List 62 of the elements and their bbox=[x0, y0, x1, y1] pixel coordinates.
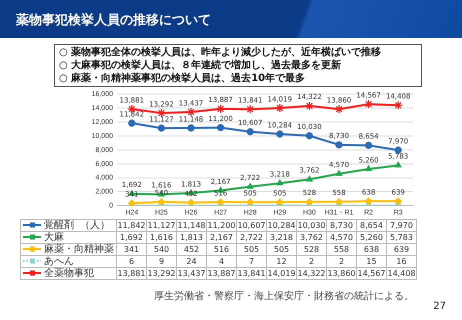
data-label: 11,148 bbox=[176, 220, 206, 232]
legend-label: あへん bbox=[44, 256, 74, 267]
legend-label: 大麻 bbox=[44, 232, 64, 243]
legend-label: 麻薬・向精神薬 bbox=[44, 244, 114, 255]
data-label: 14,408 bbox=[386, 268, 416, 280]
data-label: 7,970 bbox=[386, 220, 416, 232]
data-label: 1,813 bbox=[176, 232, 206, 244]
text: 厚生労働省・警察庁・海上保安庁・財務省の統計による。 bbox=[154, 290, 414, 303]
data-label: 528 bbox=[296, 244, 326, 256]
data-label: 13,860 bbox=[326, 268, 356, 280]
data-label: 24 bbox=[176, 256, 206, 268]
text: ○ 薬物事犯全体の検挙人員は、昨年より減少したが、近年横ばいで推移 bbox=[59, 46, 382, 59]
data-label: 3,218 bbox=[266, 232, 296, 244]
text: ○ 大麻事犯の検挙人員は、８年連続で増加し、過去最多を更新 bbox=[59, 59, 342, 72]
data-label: 11,127 bbox=[146, 220, 176, 232]
data-label: 13,881 bbox=[116, 268, 146, 280]
data-label: 4 bbox=[206, 256, 236, 268]
data-label: 7 bbox=[236, 256, 266, 268]
data-label: 9 bbox=[146, 256, 176, 268]
text: ○ 麻薬・向精神薬事犯の検挙人員は、過去10年で最多 bbox=[59, 72, 306, 85]
data-label: 13,887 bbox=[206, 268, 236, 280]
legend-label: 覚醒剤 bbox=[44, 220, 74, 231]
text: 27 bbox=[433, 301, 446, 312]
data-label: 13,292 bbox=[146, 268, 176, 280]
data-label: 2,167 bbox=[206, 232, 236, 244]
data-label: 1,692 bbox=[116, 232, 146, 244]
data-label: 5,783 bbox=[386, 232, 416, 244]
data-label: 639 bbox=[386, 244, 416, 256]
data-label: 540 bbox=[146, 244, 176, 256]
data-label: 10,607 bbox=[236, 220, 266, 232]
data-label: 15 bbox=[356, 256, 386, 268]
data-label: 14,567 bbox=[356, 268, 386, 280]
data-label: 13,437 bbox=[176, 268, 206, 280]
data-label: 2 bbox=[296, 256, 326, 268]
data-label: 3,762 bbox=[296, 232, 326, 244]
data-label: 12 bbox=[266, 256, 296, 268]
data-label: 638 bbox=[356, 244, 386, 256]
data-label: 16 bbox=[386, 256, 416, 268]
data-label: 505 bbox=[266, 244, 296, 256]
data-label: 558 bbox=[326, 244, 356, 256]
legend-label: 全薬物事犯 bbox=[44, 268, 94, 279]
data-label: 10,030 bbox=[296, 220, 326, 232]
data-label: 14,322 bbox=[296, 268, 326, 280]
data-label: 11,842 bbox=[116, 220, 146, 232]
data-label: 8,654 bbox=[356, 220, 386, 232]
data-label: 11,200 bbox=[206, 220, 236, 232]
data-label: 2 bbox=[326, 256, 356, 268]
data-label: 14,019 bbox=[266, 268, 296, 280]
data-label: 13,841 bbox=[236, 268, 266, 280]
data-label: 341 bbox=[116, 244, 146, 256]
data-label: 5,260 bbox=[356, 232, 386, 244]
data-label: 452 bbox=[176, 244, 206, 256]
data-label: 10,284 bbox=[266, 220, 296, 232]
data-label: 2,722 bbox=[236, 232, 266, 244]
data-label: 8,730 bbox=[326, 220, 356, 232]
data-label: 505 bbox=[236, 244, 266, 256]
chart-title: 薬物事犯検挙人員の推移について bbox=[16, 12, 211, 29]
data-label: 516 bbox=[206, 244, 236, 256]
data-label: 4,570 bbox=[326, 232, 356, 244]
data-label: 6 bbox=[116, 256, 146, 268]
data-label: 1,616 bbox=[146, 232, 176, 244]
y-axis-title: （人） bbox=[80, 220, 110, 231]
